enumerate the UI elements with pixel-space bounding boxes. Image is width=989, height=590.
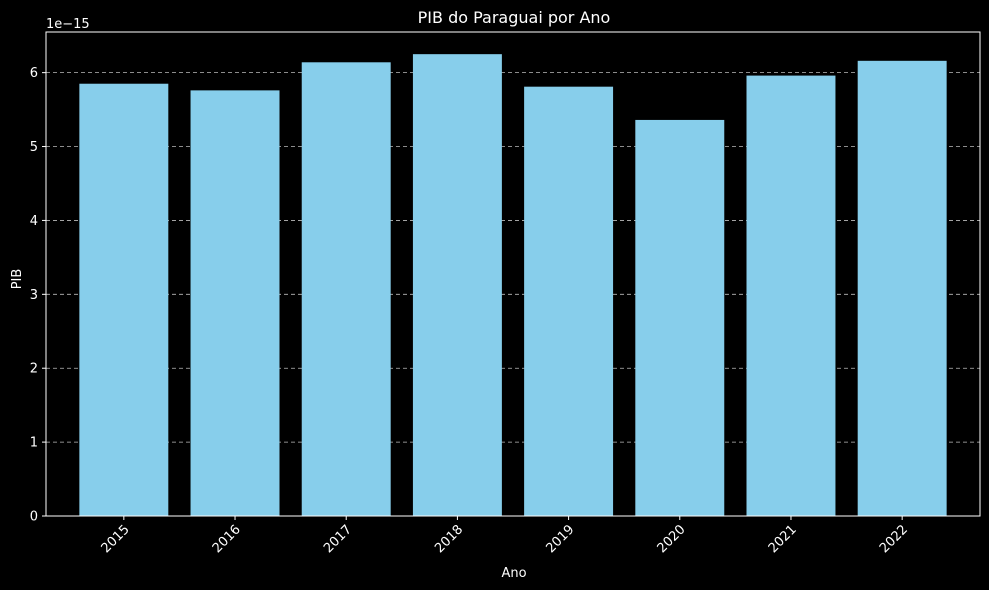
bar-2015 (79, 83, 169, 516)
bar-2022 (857, 60, 947, 516)
y-tick-label-0: 0 (30, 510, 38, 525)
y-axis-label: PIB (10, 269, 25, 290)
bar-2016 (190, 90, 280, 516)
bar-2018 (412, 54, 502, 516)
bars (79, 54, 947, 517)
bar-2017 (301, 62, 391, 517)
chart-title: PIB do Paraguai por Ano (418, 8, 611, 27)
y-axis-ticks: 0 1 2 3 4 5 6 (30, 66, 46, 525)
x-axis-label: Ano (501, 566, 526, 581)
y-tick-label-4: 4 (30, 214, 38, 229)
y-axis-offset-text: 1e−15 (46, 17, 90, 32)
y-tick-label-3: 3 (30, 288, 38, 303)
plot-frame (45, 31, 981, 517)
bar-2020 (635, 119, 725, 516)
y-tick-label-5: 5 (30, 140, 38, 155)
bar-2021 (746, 75, 836, 516)
y-tick-label-6: 6 (30, 66, 38, 81)
y-tick-label-1: 1 (30, 436, 38, 451)
y-tick-label-2: 2 (30, 362, 38, 377)
bar-2019 (524, 86, 614, 517)
